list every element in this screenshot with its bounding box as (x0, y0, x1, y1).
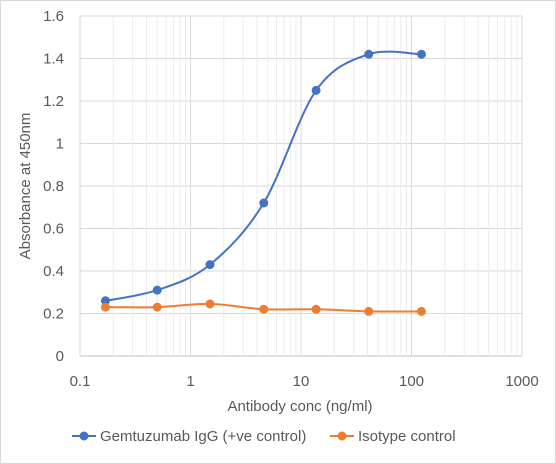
data-point (259, 304, 269, 314)
legend-item: Isotype control (330, 428, 456, 445)
series-2 (100, 299, 426, 316)
data-point (416, 49, 426, 59)
data-point (152, 285, 162, 295)
x-tick-label: 100 (399, 373, 424, 390)
data-point (311, 304, 321, 314)
x-tick-label: 1 (186, 373, 194, 390)
series-line (105, 50, 422, 302)
y-tick-label: 0.8 (43, 178, 64, 195)
data-point (205, 299, 215, 309)
y-tick-label: 1.6 (43, 8, 64, 25)
y-tick-label: 1.4 (43, 51, 64, 68)
tick-labels: 0 0.2 0.4 0.6 0.8 1 1.2 1.4 1.6 0.1 1 10 100 1000 (43, 8, 539, 390)
y-tick-label: 1.2 (43, 93, 64, 110)
y-tick-label: 0.4 (43, 263, 64, 280)
data-point (416, 306, 426, 316)
legend-marker (79, 431, 89, 441)
data-point (364, 306, 374, 316)
data-point (311, 85, 321, 95)
legend-label: Gemtuzumab IgG (+ve control) (100, 428, 306, 445)
legend-label: Isotype control (358, 428, 456, 445)
legend-item: Gemtuzumab IgG (+ve control) (72, 428, 306, 445)
series-layer (100, 49, 426, 316)
x-tick-label: 10 (293, 373, 310, 390)
data-point (100, 302, 110, 312)
data-point (364, 49, 374, 59)
data-point (259, 198, 269, 208)
x-tick-label: 1000 (505, 373, 538, 390)
x-axis-title: Antibody conc (ng/ml) (227, 398, 372, 415)
data-point (100, 296, 110, 306)
y-tick-label: 0.6 (43, 221, 64, 238)
data-point (152, 302, 162, 312)
y-tick-label: 0.2 (43, 306, 64, 323)
y-tick-label: 0 (56, 348, 64, 365)
data-point (205, 260, 215, 270)
legend: Gemtuzumab IgG (+ve control) Isotype cont… (72, 428, 456, 445)
legend-marker (337, 431, 347, 441)
series-1 (100, 49, 426, 306)
gridlines (79, 15, 523, 357)
y-tick-label: 1 (56, 136, 64, 153)
x-tick-label: 0.1 (70, 373, 91, 390)
y-axis-title: Absorbance at 450nm (17, 113, 34, 260)
